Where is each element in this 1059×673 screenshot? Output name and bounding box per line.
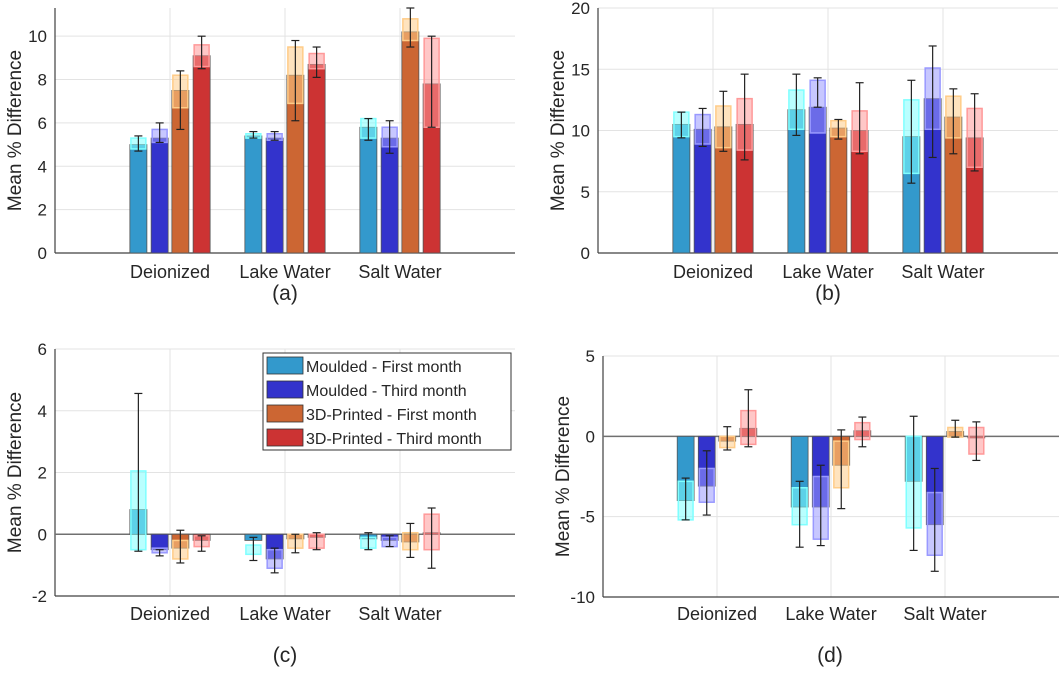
x-tick-label: Lake Water xyxy=(239,604,330,624)
legend-entry: Moulded - Third month xyxy=(306,383,467,400)
y-tick-label: 0 xyxy=(586,427,595,446)
panel-a: 0 2 4 6 8 10 Deionized Lake Water Salt Water Mean… xyxy=(5,7,515,305)
legend-swatch xyxy=(266,356,304,375)
bar xyxy=(150,137,169,254)
y-tick-label: 8 xyxy=(38,71,47,90)
y-tick-label: 2 xyxy=(38,201,47,220)
panel-label: (d) xyxy=(817,644,843,667)
y-axis-label: Mean % Difference xyxy=(5,50,26,211)
bar xyxy=(380,137,399,254)
bar xyxy=(359,126,378,254)
panel-b: 0 5 10 15 20 Deionized Lake Water Salt Water Mea… xyxy=(548,0,1058,305)
legend-entry: 3D-Printed - Third month xyxy=(306,431,482,448)
legend-entry: 3D-Printed - First month xyxy=(306,407,477,424)
legend-swatch xyxy=(266,380,304,399)
x-tick-label: Deionized xyxy=(677,604,757,624)
panel-label: (c) xyxy=(273,644,298,667)
legend-swatch xyxy=(266,428,304,447)
y-tick-label: 0 xyxy=(581,244,590,263)
y-axis-label: Mean % Difference xyxy=(5,392,26,553)
y-tick-label: -10 xyxy=(570,588,595,607)
panel-d: -10 -5 0 5 Deionized Lake Water Salt Water Mean… xyxy=(553,347,1059,667)
x-tick-label: Deionized xyxy=(673,262,753,282)
y-tick-label: 4 xyxy=(38,402,47,421)
bar xyxy=(829,127,848,254)
y-tick-label: 10 xyxy=(28,27,47,46)
y-tick-label: 5 xyxy=(581,183,590,202)
x-tick-label: Deionized xyxy=(130,262,210,282)
y-tick-label: 0 xyxy=(38,244,47,263)
y-tick-label: 4 xyxy=(38,157,47,176)
bar xyxy=(244,135,263,254)
bar xyxy=(672,123,691,254)
x-tick-label: Lake Water xyxy=(239,262,330,282)
bar xyxy=(401,31,420,254)
y-tick-label: 0 xyxy=(38,525,47,544)
bar xyxy=(150,533,169,551)
bar xyxy=(129,144,148,254)
x-tick-label: Salt Water xyxy=(358,604,441,624)
x-tick-label: Salt Water xyxy=(901,262,984,282)
bar xyxy=(307,63,326,254)
legend-box xyxy=(262,352,512,451)
x-tick-label: Salt Water xyxy=(358,262,441,282)
y-tick-label: 6 xyxy=(38,340,47,359)
panel-label: (a) xyxy=(272,282,298,305)
y-tick-label: 6 xyxy=(38,114,47,133)
y-axis-label: Mean % Difference xyxy=(553,396,574,557)
x-tick-label: Deionized xyxy=(130,604,210,624)
bar xyxy=(192,55,211,254)
bar xyxy=(265,137,284,254)
x-tick-label: Lake Water xyxy=(782,262,873,282)
y-tick-label: 10 xyxy=(571,122,590,141)
y-tick-label: 20 xyxy=(571,0,590,18)
x-tick-label: Salt Water xyxy=(903,604,986,624)
bar xyxy=(693,128,712,254)
y-axis-label: Mean % Difference xyxy=(548,50,569,211)
y-tick-label: -5 xyxy=(580,508,595,527)
y-tick-label: -2 xyxy=(32,587,47,606)
panel-label: (b) xyxy=(815,282,841,305)
legend: Moulded - First month Moulded - Third mon… xyxy=(262,352,512,451)
legend-entry: Moulded - First month xyxy=(306,359,462,376)
y-tick-label: 15 xyxy=(571,60,590,79)
y-tick-label: 2 xyxy=(38,464,47,483)
x-tick-label: Lake Water xyxy=(785,604,876,624)
legend-swatch xyxy=(266,404,304,423)
y-tick-label: 5 xyxy=(586,347,595,366)
panel-c: -2 0 2 4 6 Deionized Lake Water Salt Water Mean … xyxy=(5,340,515,667)
